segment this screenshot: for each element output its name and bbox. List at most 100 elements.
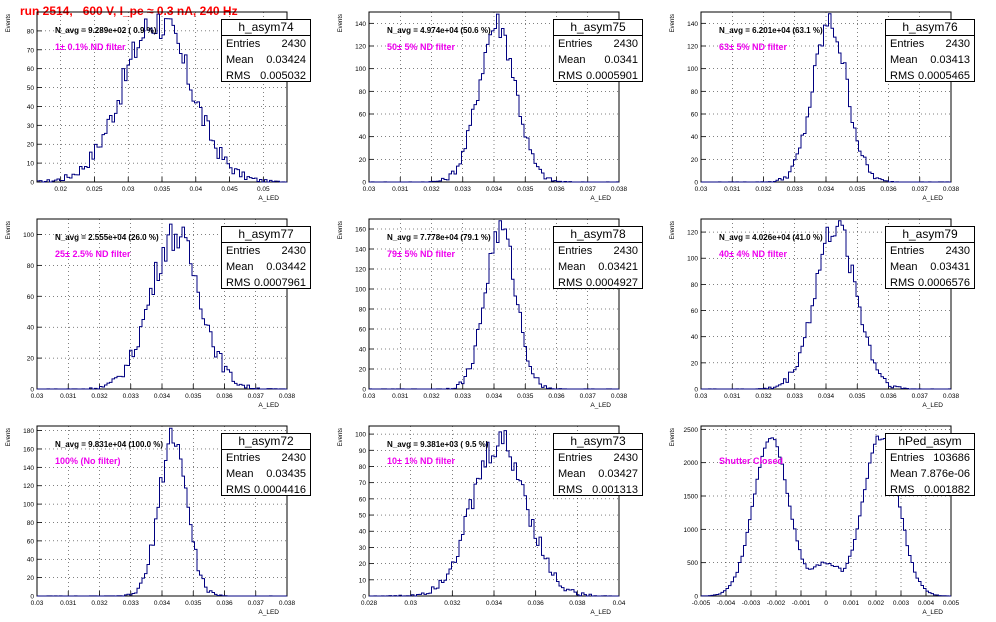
- y-tick-label: 40: [27, 104, 35, 111]
- stats-row-entries: Entries 2430: [886, 243, 974, 259]
- histogram-panel-h_asym76: 0.03 0.031 0.032 0.033 0.034 0.035 0.036 0.037 0…: [664, 0, 996, 207]
- stats-value: 2430: [945, 245, 970, 257]
- x-tick-label: 0.038: [611, 186, 628, 193]
- stats-label: Entries: [558, 38, 593, 50]
- histogram-svg: 0.03 0.031 0.032 0.033 0.034 0.035 0.036 0.037 0…: [6, 218, 296, 409]
- stats-value: 2430: [613, 38, 638, 50]
- histogram-svg: -0.005 -0.004 -0.003 -0.002 -0.001 0 0.001 0.00…: [670, 425, 960, 616]
- y-tick-label: 120: [687, 44, 698, 51]
- y-tick-label: 40: [27, 325, 35, 332]
- x-tick-label: 0.035: [849, 186, 866, 193]
- filter-annotation: 79± 5% ND filter: [387, 249, 455, 259]
- stats-value: 0.0005465: [918, 70, 970, 82]
- y-tick-label: 0: [30, 594, 34, 601]
- x-tick-label: 0.033: [787, 393, 804, 400]
- x-tick-label: 0.033: [123, 600, 140, 607]
- stats-box: h_asym78 Entries 2430 Mean 0.03421 RMS 0.00049…: [553, 226, 643, 289]
- stats-label: RMS: [558, 70, 583, 82]
- stats-value: 0.005032: [260, 70, 306, 82]
- y-tick-label: 40: [359, 347, 367, 354]
- y-tick-label: 140: [23, 465, 34, 472]
- x-tick-label: -0.001: [792, 600, 811, 607]
- stats-label: Mean: [890, 54, 918, 66]
- stats-row-rms: RMS 0.0004927: [554, 275, 642, 291]
- stats-label: RMS: [226, 70, 251, 82]
- y-tick-label: 40: [27, 557, 35, 564]
- histogram-line: [701, 220, 951, 390]
- y-tick-label: 2000: [684, 460, 699, 467]
- x-axis-label: A_LED: [922, 609, 943, 616]
- y-tick-label: 30: [359, 545, 367, 552]
- stats-label: Mean: [890, 261, 918, 273]
- y-tick-label: 80: [27, 263, 35, 270]
- navg-annotation: N_avg = 4.974e+04 (50.6 %): [387, 26, 491, 35]
- y-axis-label: Events: [6, 14, 12, 32]
- histogram-title: h_asym74: [222, 20, 310, 36]
- x-axis-label: A_LED: [590, 195, 611, 202]
- y-tick-label: 100: [687, 66, 698, 73]
- stats-box: h_asym76 Entries 2430 Mean 0.03413 RMS 0.00054…: [885, 19, 975, 82]
- y-tick-label: 1500: [684, 494, 699, 501]
- navg-annotation: N_avg = 9.381e+03 ( 9.5 %): [387, 440, 489, 449]
- stats-value: 2430: [613, 245, 638, 257]
- y-tick-label: 20: [359, 157, 367, 164]
- x-tick-label: 0.036: [548, 393, 565, 400]
- x-tick-label: 0.037: [580, 393, 597, 400]
- stats-box: h_asym75 Entries 2430 Mean 0.0341 RMS 0.000590…: [553, 19, 643, 82]
- stats-box: h_asym73 Entries 2430 Mean 0.03427 RMS 0.00131…: [553, 433, 643, 496]
- histogram-panel-h_asym79: 0.03 0.031 0.032 0.033 0.034 0.035 0.036 0.037 0…: [664, 207, 996, 414]
- x-tick-label: 0.033: [123, 393, 140, 400]
- stats-row-rms: RMS 0.0005465: [886, 68, 974, 84]
- x-tick-label: 0.03: [363, 393, 376, 400]
- stats-label: Mean: [890, 468, 918, 480]
- y-tick-label: 60: [691, 308, 699, 315]
- stats-box: h_asym79 Entries 2430 Mean 0.03431 RMS 0.00065…: [885, 226, 975, 289]
- histogram-line: [369, 430, 619, 597]
- stats-value: 0.0004927: [586, 277, 638, 289]
- histogram-line: [369, 13, 619, 183]
- x-tick-label: 0.025: [86, 186, 103, 193]
- y-tick-label: 80: [359, 307, 367, 314]
- x-tick-label: 0.035: [849, 393, 866, 400]
- y-axis-label: Events: [670, 14, 676, 32]
- y-tick-label: 180: [23, 428, 34, 435]
- x-axis-label: A_LED: [590, 402, 611, 409]
- y-tick-label: 120: [355, 267, 366, 274]
- histogram-title: h_asym72: [222, 434, 310, 450]
- navg-annotation: N_avg = 4.026e+04 (41.0 %): [719, 233, 823, 242]
- x-tick-label: -0.004: [717, 600, 736, 607]
- y-tick-label: 80: [359, 464, 367, 471]
- histogram-title: h_asym78: [554, 227, 642, 243]
- x-tick-label: 0.032: [755, 393, 772, 400]
- y-tick-label: 80: [359, 89, 367, 96]
- x-tick-label: 0.03: [695, 186, 708, 193]
- stats-label: RMS: [890, 70, 915, 82]
- x-tick-label: 0.034: [486, 186, 503, 193]
- y-tick-label: 60: [27, 294, 35, 301]
- stats-value: 0.03431: [930, 261, 970, 273]
- y-tick-label: 120: [687, 230, 698, 237]
- y-axis-label: Events: [670, 428, 676, 446]
- stats-value: 0.03442: [266, 261, 306, 273]
- stats-value: 0.03413: [930, 54, 970, 66]
- filter-annotation: 10± 1% ND filter: [387, 456, 455, 466]
- x-tick-label: 0.02: [54, 186, 67, 193]
- y-tick-label: 80: [691, 89, 699, 96]
- filter-annotation: 25± 2.5% ND filter: [55, 249, 131, 259]
- histogram-panel-hPed_asym: -0.005 -0.004 -0.003 -0.002 -0.001 0 0.001 0.00…: [664, 414, 996, 621]
- x-tick-label: 0.031: [724, 393, 741, 400]
- y-tick-label: 20: [27, 356, 35, 363]
- stats-row-mean: Mean 0.03431: [886, 259, 974, 275]
- y-tick-label: 50: [27, 85, 35, 92]
- x-tick-label: 0.035: [517, 393, 534, 400]
- navg-annotation: N_avg = 7.778e+04 (79.1 %): [387, 233, 491, 242]
- stats-value: 0.001313: [592, 484, 638, 496]
- filter-annotation: 1± 0.1% ND filter: [55, 42, 126, 52]
- filter-annotation: 63± 5% ND filter: [719, 42, 787, 52]
- histogram-line: [37, 223, 287, 390]
- stats-value: 0.0341: [604, 54, 638, 66]
- stats-row-rms: RMS 0.0007961: [222, 275, 310, 291]
- x-tick-label: 0.033: [455, 393, 472, 400]
- x-tick-label: 0.04: [613, 600, 626, 607]
- page-title: run 2514, 600 V, I_pe ≈ 0.3 nA, 240 Hz: [20, 4, 238, 18]
